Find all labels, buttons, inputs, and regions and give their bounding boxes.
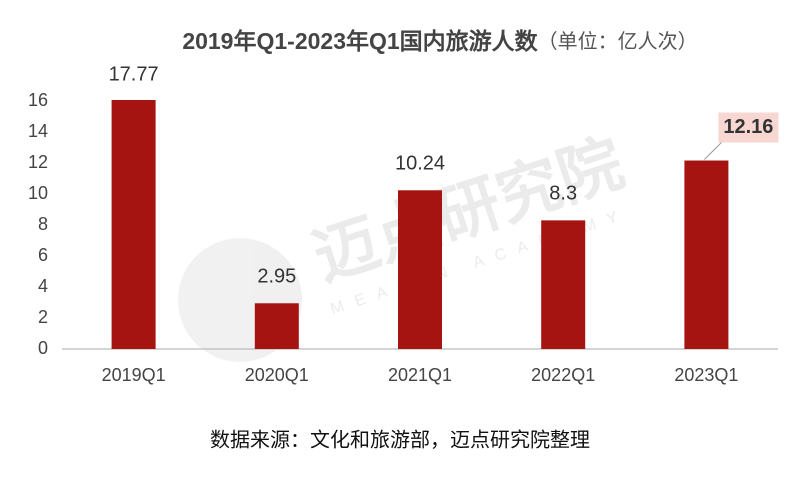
x-tick-label: 2019Q1 bbox=[102, 365, 166, 385]
subtitle: （单位：亿人次） bbox=[538, 30, 698, 53]
y-tick-label: 14 bbox=[28, 121, 48, 141]
value-label: 8.3 bbox=[549, 183, 577, 205]
source-note: 数据来源：文化和旅游部，迈点研究院整理 bbox=[210, 428, 590, 451]
y-tick-label: 8 bbox=[38, 214, 48, 234]
bar bbox=[541, 220, 586, 349]
plot-area bbox=[111, 100, 729, 349]
value-label: 12.16 bbox=[723, 116, 773, 138]
y-tick-label: 6 bbox=[38, 245, 48, 265]
x-tick-label: 2022Q1 bbox=[531, 365, 595, 385]
label-box bbox=[718, 112, 779, 143]
y-tick-label: 10 bbox=[28, 183, 48, 203]
bar bbox=[398, 190, 442, 349]
label-leader bbox=[704, 141, 723, 160]
x-tick-label: 2023Q1 bbox=[674, 365, 738, 385]
value-label: 17.77 bbox=[109, 63, 159, 85]
x-tick-label: 2020Q1 bbox=[245, 365, 309, 385]
title: 2019年Q1-2023年Q1国内旅游人数 bbox=[182, 28, 538, 54]
value-label: 2.95 bbox=[257, 266, 296, 288]
y-tick-label: 2 bbox=[38, 307, 48, 327]
bar bbox=[254, 303, 299, 349]
bar bbox=[111, 100, 156, 349]
y-tick-label: 16 bbox=[28, 90, 48, 110]
value-label: 10.24 bbox=[395, 153, 445, 175]
bar bbox=[684, 160, 729, 349]
chart-title: 2019年Q1-2023年Q1国内旅游人数（单位：亿人次） bbox=[182, 28, 697, 54]
y-tick-label: 4 bbox=[38, 276, 48, 296]
x-tick-label: 2021Q1 bbox=[388, 365, 452, 385]
y-tick-label: 0 bbox=[38, 338, 48, 358]
y-tick-label: 12 bbox=[28, 152, 48, 172]
